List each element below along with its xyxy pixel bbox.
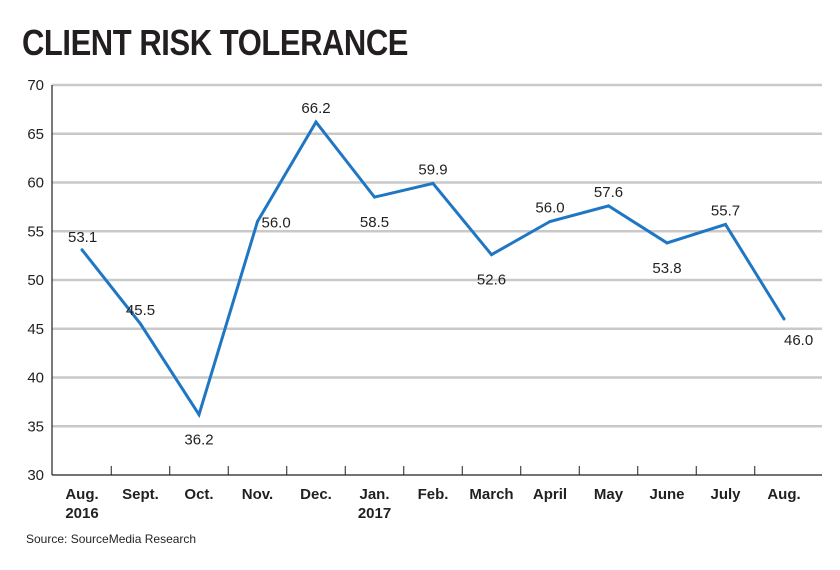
y-tick-label: 35 (27, 418, 44, 435)
data-point (431, 181, 435, 185)
y-tick-label: 45 (27, 321, 44, 338)
data-point (139, 322, 142, 326)
data-point (724, 222, 727, 226)
x-tick-label: June (649, 486, 684, 503)
x-tick-label: Aug. (65, 486, 98, 503)
x-tick-label: March (469, 486, 513, 503)
x-tick-label: Jan. (359, 486, 389, 503)
data-labels: 53.1 45.5 36.2 56.0 66.2 58.5 59.9 52.6 56.0 57.6… (68, 100, 813, 449)
y-tick-label: 70 (27, 77, 44, 94)
data-label: 66.2 (301, 100, 330, 117)
x-tick-label: Sept. (122, 486, 159, 503)
data-point (80, 248, 84, 252)
data-point (314, 120, 318, 124)
series-line-layer (80, 119, 786, 419)
data-point (373, 195, 376, 199)
x-tick-label: July (710, 486, 741, 503)
data-point (782, 317, 786, 321)
y-tick-label: 60 (27, 175, 44, 192)
data-point (197, 413, 201, 417)
axes: 30 35 40 45 50 55 60 65 70 Aug. 2016 Sept. Oct. Nov. D… (27, 77, 822, 522)
data-label: 56.0 (262, 215, 291, 232)
data-label: 55.7 (711, 202, 740, 219)
data-label: 57.6 (594, 184, 623, 201)
x-tick-label: Oct. (184, 486, 213, 503)
y-tick-label: 30 (27, 467, 44, 484)
data-point (665, 241, 669, 245)
source-note: Source: SourceMedia Research (26, 532, 197, 546)
x-tick-label: Feb. (418, 486, 449, 503)
data-point (548, 220, 552, 223)
x-tick-label: May (594, 486, 624, 503)
y-tick-label: 55 (27, 223, 44, 240)
x-tick-label: Aug. (767, 486, 800, 503)
x-tick-label: April (533, 486, 567, 503)
x-tick-label: 2017 (358, 505, 391, 522)
data-label: 58.5 (360, 214, 389, 231)
data-label: 56.0 (535, 200, 564, 217)
data-label: 36.2 (184, 432, 213, 449)
data-label: 46.0 (784, 332, 813, 349)
y-tick-label: 50 (27, 272, 44, 289)
data-point (256, 220, 259, 223)
data-point (607, 204, 610, 208)
x-tick-label: Nov. (242, 486, 273, 503)
y-tick-label: 40 (27, 370, 44, 387)
data-label: 52.6 (477, 272, 506, 289)
data-point (490, 253, 493, 257)
data-label: 53.1 (68, 229, 97, 246)
x-tick-label: 2016 (65, 505, 98, 522)
x-tick-label: Dec. (300, 486, 332, 503)
gridlines (52, 83, 822, 428)
data-label: 59.9 (418, 161, 447, 178)
y-tick-label: 65 (27, 126, 44, 143)
data-label: 45.5 (126, 302, 155, 319)
chart-title: CLIENT RISK TOLERANCE (22, 22, 409, 63)
data-label: 53.8 (652, 260, 681, 277)
